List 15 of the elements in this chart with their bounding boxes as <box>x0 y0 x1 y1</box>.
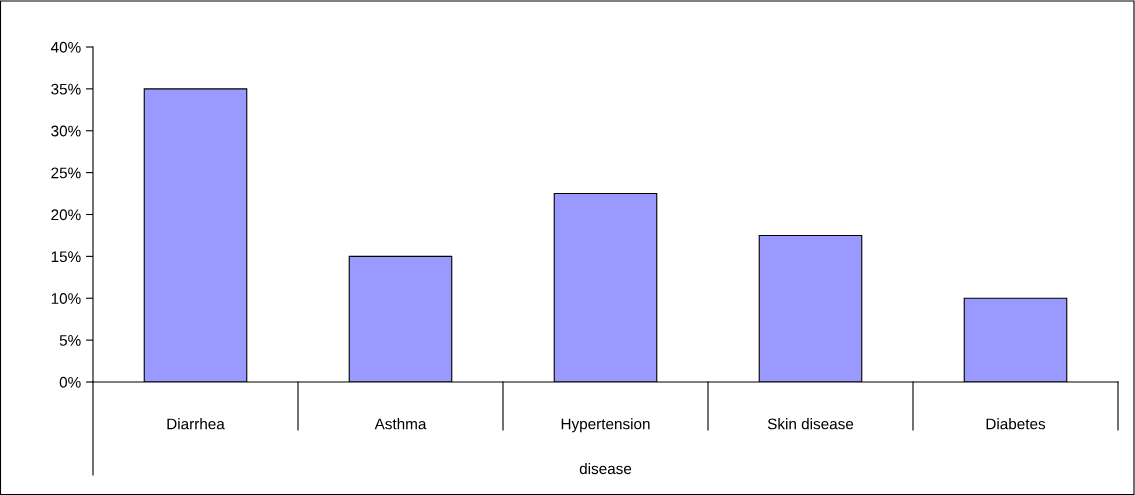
x-tick-label: Skin disease <box>767 418 854 430</box>
x-tick-label: Diabetes <box>986 418 1046 430</box>
y-tick-label: 0% <box>59 376 81 388</box>
y-tick-label: 10% <box>51 293 81 304</box>
x-axis-title: disease <box>579 462 632 475</box>
x-tick-label: Asthma <box>374 418 427 430</box>
y-tick-label: 5% <box>59 335 81 346</box>
y-tick-label: 20% <box>51 209 81 221</box>
y-tick-label: 40% <box>50 41 81 53</box>
y-tick-label: 25% <box>51 167 81 179</box>
x-tick-label: Hypertension <box>561 418 650 433</box>
x-tick-label: Diarrhea <box>167 418 225 430</box>
y-tick-label: 15% <box>51 251 81 263</box>
y-tick-label: 35% <box>51 83 81 95</box>
y-tick-label: 30% <box>51 125 81 137</box>
